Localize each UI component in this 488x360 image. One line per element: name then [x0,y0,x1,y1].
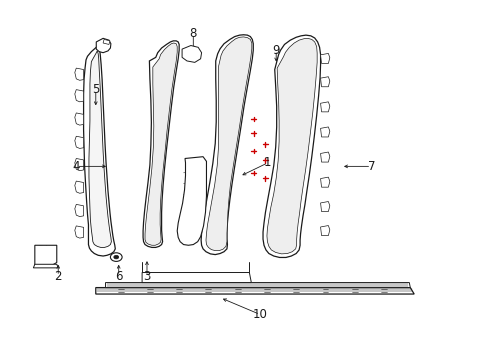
Text: 9: 9 [272,44,279,57]
Polygon shape [266,39,317,254]
Text: 7: 7 [367,160,374,173]
Text: 6: 6 [115,270,122,283]
Polygon shape [75,226,83,238]
Polygon shape [320,102,329,112]
Polygon shape [320,152,329,162]
Polygon shape [105,283,409,288]
Polygon shape [96,39,111,53]
Polygon shape [75,158,83,171]
Polygon shape [142,273,251,283]
Polygon shape [96,288,413,294]
Polygon shape [177,157,206,245]
Text: 8: 8 [189,27,197,40]
Text: 4: 4 [72,160,80,173]
Circle shape [110,253,122,261]
Polygon shape [201,35,253,255]
Polygon shape [182,45,201,62]
Text: 5: 5 [92,83,99,96]
Polygon shape [89,51,111,247]
Polygon shape [320,77,329,87]
Polygon shape [320,202,329,212]
Polygon shape [33,264,58,268]
Polygon shape [320,53,329,63]
Polygon shape [83,44,115,256]
Polygon shape [320,127,329,137]
Polygon shape [103,40,110,44]
Polygon shape [75,204,83,217]
Text: 2: 2 [54,270,62,283]
Polygon shape [320,226,329,235]
Polygon shape [145,43,177,245]
Polygon shape [35,245,57,265]
Polygon shape [75,181,83,193]
Polygon shape [75,68,83,80]
Polygon shape [320,177,329,187]
Polygon shape [75,113,83,125]
Text: 3: 3 [143,270,150,283]
Polygon shape [263,35,320,257]
Polygon shape [205,37,251,251]
Polygon shape [75,136,83,148]
Text: 10: 10 [252,308,267,321]
Polygon shape [143,41,179,247]
Polygon shape [75,90,83,102]
Text: 1: 1 [264,156,271,169]
Circle shape [114,255,119,259]
